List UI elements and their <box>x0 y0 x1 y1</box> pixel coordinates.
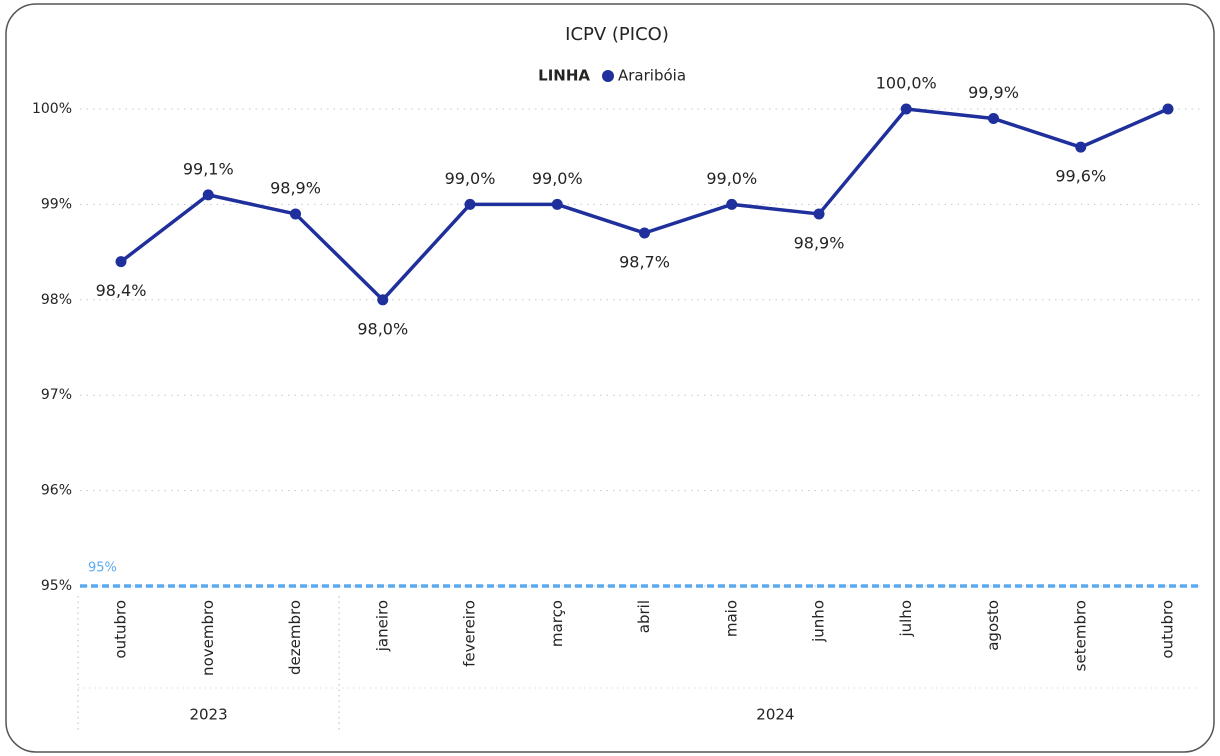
y-tick-label: 96% <box>41 483 72 499</box>
data-label: 99,0% <box>706 169 757 188</box>
x-tick-label: outubro <box>1159 600 1177 659</box>
legend-title: LINHA <box>538 67 590 85</box>
data-point <box>639 227 650 239</box>
data-label: 98,9% <box>794 233 845 252</box>
legend-marker <box>602 70 614 82</box>
legend: LINHA <box>538 67 590 85</box>
data-label: 99,0% <box>445 169 496 188</box>
data-label: 99,1% <box>183 159 234 178</box>
y-tick-label: 95% <box>41 578 72 594</box>
y-tick-label: 98% <box>41 292 72 308</box>
x-tick-label: fevereiro <box>461 600 479 667</box>
x-tick-label: agosto <box>984 600 1002 651</box>
data-point <box>726 198 738 210</box>
data-point <box>551 198 563 210</box>
data-point <box>813 208 825 220</box>
x-tick-label: janeiro <box>373 600 391 652</box>
data-point <box>290 208 301 220</box>
data-label: 98,0% <box>357 319 408 338</box>
legend-label: Araribóia <box>618 67 686 85</box>
data-point <box>900 103 912 115</box>
data-point <box>115 256 127 268</box>
group-label: 2023 <box>189 706 227 724</box>
x-tick-label: março <box>548 600 566 647</box>
data-label: 99,9% <box>968 83 1019 102</box>
data-point <box>988 113 999 125</box>
data-point <box>1162 103 1174 115</box>
y-tick-label: 99% <box>41 196 72 212</box>
reference-label: 95% <box>88 561 117 576</box>
data-point <box>377 294 389 306</box>
x-tick-label: maio <box>722 600 740 637</box>
data-label: 99,6% <box>1055 167 1106 186</box>
y-tick-label: 100% <box>32 101 72 117</box>
data-label: 98,9% <box>270 178 321 197</box>
data-point <box>202 189 214 201</box>
x-tick-label: setembro <box>1071 600 1089 671</box>
data-label: 99,0% <box>532 169 583 188</box>
chart-title: ICPV (PICO) <box>565 24 669 45</box>
y-tick-label: 97% <box>41 387 72 403</box>
x-tick-label: abril <box>635 600 653 633</box>
x-tick-label: julho <box>897 600 915 638</box>
x-tick-label: outubro <box>112 600 130 659</box>
x-tick-label: junho <box>810 600 828 643</box>
data-label: 98,4% <box>96 281 147 300</box>
data-label: 98,7% <box>619 253 670 272</box>
x-tick-label: dezembro <box>286 600 304 675</box>
card-border <box>5 3 1215 753</box>
data-point <box>1075 141 1087 153</box>
x-tick-label: novembro <box>199 600 217 676</box>
data-point <box>464 198 476 210</box>
group-label: 2024 <box>756 706 794 724</box>
data-label: 100,0% <box>876 74 937 93</box>
